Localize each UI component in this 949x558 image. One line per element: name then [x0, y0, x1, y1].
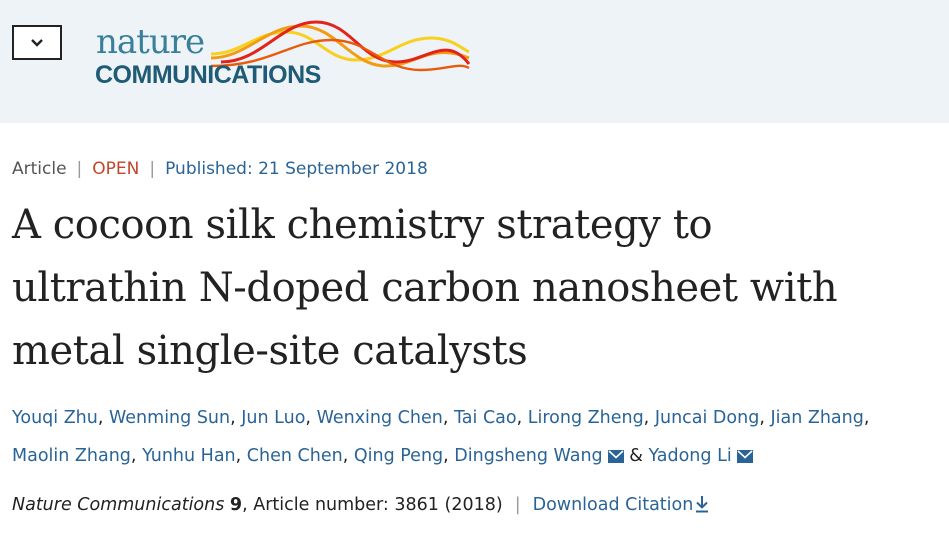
article-number: , Article number: 3861 (2018) — [242, 495, 503, 515]
author-link[interactable]: Jian Zhang — [770, 408, 864, 428]
title-line: metal single-site catalysts — [12, 328, 528, 374]
article-meta: Article | OPEN | Published: 21 September 201… — [12, 158, 937, 180]
open-access-badge: OPEN — [92, 159, 140, 179]
download-citation-link[interactable]: Download Citation — [533, 495, 710, 515]
published-date: Published: 21 September 2018 — [165, 159, 428, 179]
title-line: A cocoon silk chemistry strategy to — [12, 202, 713, 248]
article-title: A cocoon silk chemistry strategy to ultr… — [12, 194, 937, 383]
author-link[interactable]: Qing Peng — [353, 446, 444, 466]
menu-toggle-button[interactable] — [12, 25, 62, 60]
title-line: ultrathin N-doped carbon nanosheet with — [12, 265, 838, 311]
logo-text-communications: COMMUNICATIONS — [95, 61, 321, 89]
site-header: nature COMMUNICATIONS — [0, 0, 949, 123]
citation-separator: | — [514, 495, 521, 515]
logo-text-nature: nature — [96, 22, 205, 62]
meta-separator: | — [76, 159, 83, 179]
author-link[interactable]: Yunhu Han — [142, 446, 236, 466]
envelope-icon[interactable] — [736, 450, 753, 463]
author-link[interactable]: Juncai Dong — [654, 408, 760, 428]
envelope-icon[interactable] — [607, 450, 624, 463]
chevron-down-icon — [31, 38, 43, 47]
article-header: Article | OPEN | Published: 21 September 201… — [12, 123, 937, 517]
journal-logo[interactable]: nature COMMUNICATIONS — [93, 14, 473, 94]
author-ampersand: & — [629, 446, 643, 466]
logo-waves-icon — [211, 20, 471, 72]
author-link[interactable]: Wenming Sun — [109, 408, 231, 428]
author-link[interactable]: Tai Cao — [454, 408, 517, 428]
article-type: Article — [12, 159, 67, 179]
download-citation-label: Download Citation — [532, 495, 694, 515]
author-link[interactable]: Chen Chen — [246, 446, 343, 466]
author-link[interactable]: Lirong Zheng — [527, 408, 644, 428]
author-link[interactable]: Dingsheng Wang — [454, 446, 603, 466]
author-link[interactable]: Jun Luo — [241, 408, 306, 428]
journal-volume: 9 — [229, 495, 243, 515]
download-arrow-icon — [696, 496, 709, 513]
author-link[interactable]: Youqi Zhu — [12, 408, 98, 428]
journal-name: Nature Communications — [12, 495, 225, 515]
meta-separator: | — [149, 159, 156, 179]
author-link[interactable]: Maolin Zhang — [12, 446, 131, 466]
author-list: Youqi Zhu, Wenming Sun, Jun Luo, Wenxing… — [12, 408, 870, 466]
author-link[interactable]: Yadong Li — [648, 446, 732, 466]
citation-line: Nature Communications 9, Article number:… — [12, 493, 937, 517]
author-link[interactable]: Wenxing Chen — [316, 408, 443, 428]
